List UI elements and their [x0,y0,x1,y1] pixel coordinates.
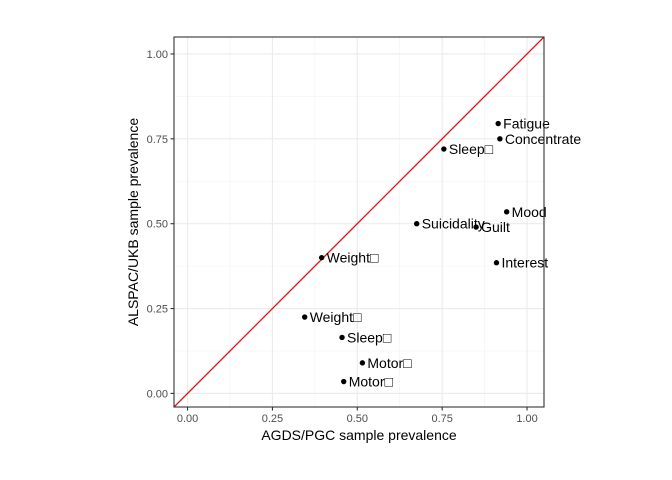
y-tick-label: 0.75 [147,134,168,146]
x-tick-label: 0.00 [177,413,198,425]
data-point [473,224,479,230]
x-axis-title: AGDS/PGC sample prevalence [261,427,457,443]
point-label: Mood [512,204,547,220]
data-point [441,146,447,152]
point-label: Interest [501,255,548,271]
y-tick-label: 0.00 [147,388,168,400]
y-tick-label: 0.50 [147,219,168,231]
point-label: Weight□ [310,309,362,325]
data-point [497,136,503,142]
point-label: Concentrate [505,131,581,147]
data-point [339,334,345,341]
data-point [495,120,501,127]
point-label: Guilt [481,219,510,235]
data-point [493,260,500,266]
y-tick-label: 1.00 [147,49,168,61]
point-label: Sleep□ [449,141,494,157]
panel-border [173,36,545,408]
point-label: Weight□ [327,250,379,266]
data-point [359,360,366,366]
x-tick-label: 0.75 [431,413,452,425]
data-point [301,314,308,320]
y-tick-label: 0.25 [147,304,168,316]
data-point [341,378,347,385]
point-label: Motor□ [367,355,412,371]
data-point [318,254,325,261]
point-label: Suicidality [422,216,485,232]
grid-major [174,37,544,407]
x-tick-label: 0.25 [262,413,283,425]
data-point [503,209,510,215]
data-points [301,120,510,385]
grid-minor [174,37,544,407]
x-tick-label: 0.50 [347,413,368,425]
data-point [414,220,420,227]
point-label: Motor□ [349,374,394,390]
reference-line [174,37,544,407]
y-axis-title: ALSPAC/UKB sample prevalence [125,118,141,326]
y-axis-ticks: 0.00 0.25 0.50 0.75 1.00 [147,49,174,400]
reference-line-group [174,37,544,407]
x-tick-label: 1.00 [516,413,537,425]
point-label: Fatigue [503,116,550,132]
x-axis-ticks: 0.00 0.25 0.50 0.75 1.00 [177,407,538,425]
point-label: Sleep□ [347,329,392,345]
